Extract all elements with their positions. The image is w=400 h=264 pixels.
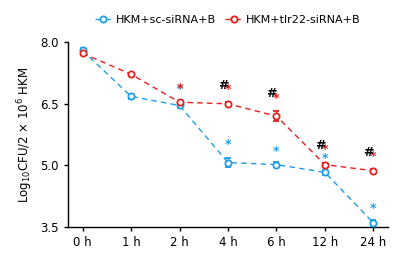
Text: #: # bbox=[363, 146, 374, 159]
Legend: HKM+sc-siRNA+B, HKM+tlr22-siRNA+B: HKM+sc-siRNA+B, HKM+tlr22-siRNA+B bbox=[91, 11, 365, 30]
Text: *: * bbox=[176, 83, 183, 96]
Text: *: * bbox=[176, 82, 183, 95]
Text: #: # bbox=[315, 139, 325, 152]
Text: #: # bbox=[266, 87, 277, 100]
Y-axis label: Log$_{10}$CFU/2 × 10$^6$ HKM: Log$_{10}$CFU/2 × 10$^6$ HKM bbox=[15, 67, 35, 203]
Text: *: * bbox=[370, 150, 377, 163]
Text: *: * bbox=[225, 83, 231, 96]
Text: *: * bbox=[370, 202, 377, 215]
Text: *: * bbox=[322, 143, 328, 156]
Text: #: # bbox=[218, 78, 228, 92]
Text: *: * bbox=[225, 138, 231, 151]
Text: *: * bbox=[273, 92, 280, 106]
Text: *: * bbox=[322, 152, 328, 165]
Text: *: * bbox=[273, 145, 280, 158]
